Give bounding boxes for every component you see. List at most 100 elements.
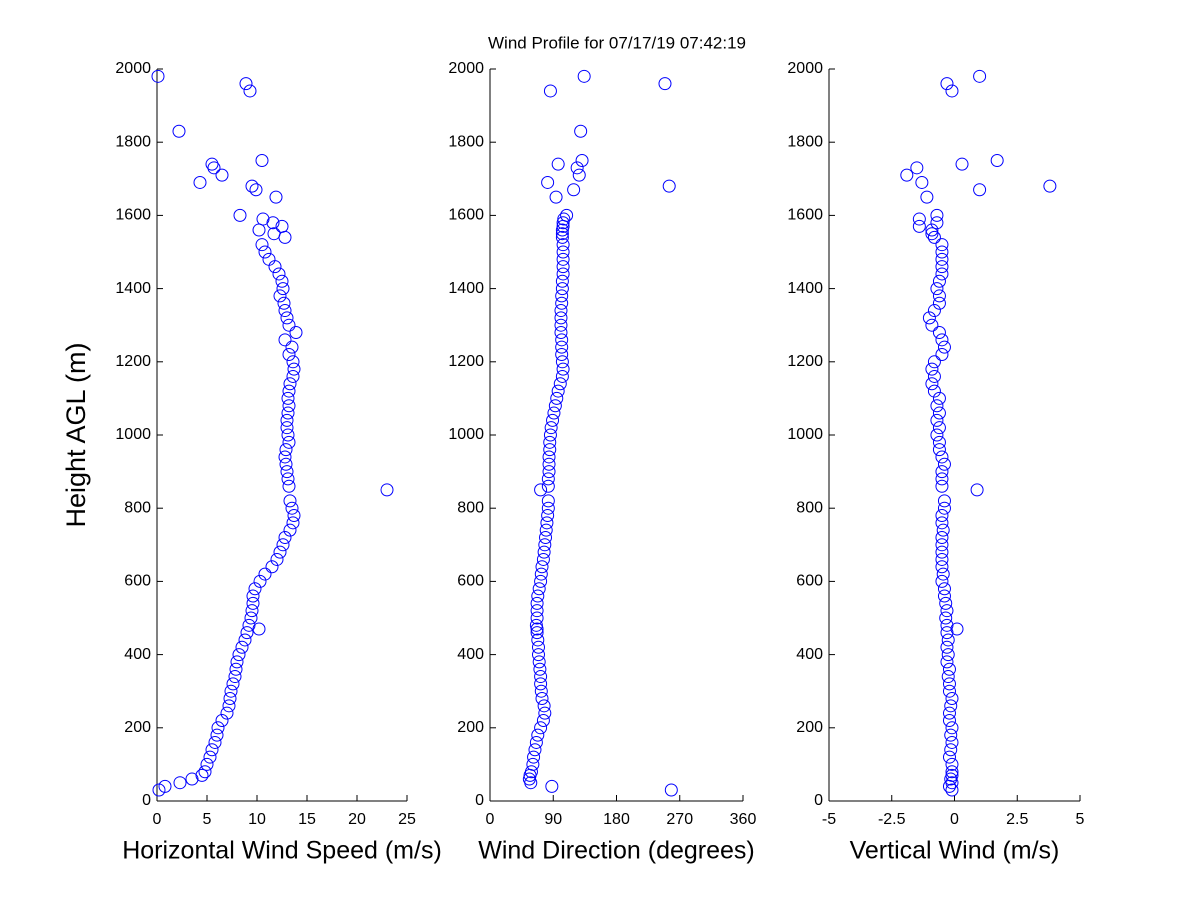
data-point: [658, 77, 672, 91]
data-point: [922, 311, 936, 325]
data-point: [548, 399, 562, 413]
data-point: [210, 728, 224, 742]
x-tick-label: 15: [298, 811, 316, 828]
data-point: [530, 626, 544, 640]
data-point: [287, 362, 301, 376]
data-point: [551, 157, 565, 171]
data-point: [532, 582, 546, 596]
data-point: [935, 538, 949, 552]
data-point: [238, 633, 252, 647]
data-point: [932, 391, 946, 405]
data-point: [534, 574, 548, 588]
data-point: [944, 699, 958, 713]
data-point: [936, 567, 950, 581]
data-point: [279, 457, 293, 471]
data-point: [935, 260, 949, 274]
data-point: [280, 421, 294, 435]
data-point: [912, 219, 926, 233]
data-point: [223, 692, 237, 706]
data-point: [285, 340, 299, 354]
data-point: [280, 413, 294, 427]
data-point: [281, 406, 295, 420]
data-point: [287, 509, 301, 523]
data-point: [276, 538, 290, 552]
y-tick-label: 600: [124, 573, 151, 590]
data-point: [283, 377, 297, 391]
data-point: [556, 252, 570, 266]
data-point: [955, 157, 969, 171]
data-point: [941, 633, 955, 647]
data-point: [554, 318, 568, 332]
data-point: [253, 574, 267, 588]
data-point: [944, 728, 958, 742]
data-point: [543, 428, 557, 442]
data-point: [262, 252, 276, 266]
data-point: [925, 227, 939, 241]
data-point: [258, 245, 272, 259]
data-point: [555, 347, 569, 361]
data-point: [927, 384, 941, 398]
data-point: [940, 655, 954, 669]
data-point: [547, 406, 561, 420]
data-point: [935, 516, 949, 530]
data-point: [556, 362, 570, 376]
data-point: [555, 333, 569, 347]
data-point: [538, 706, 552, 720]
data-point: [973, 69, 987, 83]
data-point: [572, 168, 586, 182]
data-point: [945, 84, 959, 98]
data-point: [935, 465, 949, 479]
y-tick-label: 600: [457, 573, 484, 590]
y-tick-label: 2000: [115, 60, 151, 77]
data-point: [945, 768, 959, 782]
data-point: [252, 622, 266, 636]
data-point: [900, 168, 914, 182]
data-point: [935, 530, 949, 544]
data-point: [534, 721, 548, 735]
data-point: [273, 289, 287, 303]
data-point: [944, 743, 958, 757]
data-point: [942, 750, 956, 764]
y-tick-label: 200: [124, 719, 151, 736]
data-point: [935, 450, 949, 464]
data-point: [282, 399, 296, 413]
data-point: [538, 538, 552, 552]
data-point: [279, 443, 293, 457]
data-point: [937, 340, 951, 354]
data-point: [537, 545, 551, 559]
data-point: [935, 252, 949, 266]
y-tick-label: 200: [796, 719, 823, 736]
data-point: [935, 479, 949, 493]
y-tick-label: 1200: [787, 353, 823, 370]
data-point: [270, 552, 284, 566]
data-point: [198, 765, 212, 779]
x-tick-label: -2.5: [878, 811, 906, 828]
data-point: [211, 721, 225, 735]
y-tick-label: 1600: [448, 207, 484, 224]
data-point: [282, 318, 296, 332]
data-point: [246, 589, 260, 603]
y-tick-label: 2000: [787, 60, 823, 77]
data-point: [258, 567, 272, 581]
y-tick-label: 0: [814, 792, 823, 809]
data-point: [205, 743, 219, 757]
y-tick-label: 400: [796, 646, 823, 663]
y-tick-label: 800: [124, 499, 151, 516]
data-point: [935, 347, 949, 361]
data-point: [935, 574, 949, 588]
data-point: [932, 421, 946, 435]
y-tick-label: 1800: [787, 133, 823, 150]
data-point: [940, 618, 954, 632]
data-point: [939, 611, 953, 625]
data-point: [912, 212, 926, 226]
y-axis-label: Height AGL (m): [61, 342, 91, 527]
data-point: [541, 509, 555, 523]
data-point: [248, 582, 262, 596]
data-point: [932, 289, 946, 303]
data-point: [530, 604, 544, 618]
y-tick-label: 0: [142, 792, 151, 809]
data-point: [556, 245, 570, 259]
data-point: [950, 622, 964, 636]
